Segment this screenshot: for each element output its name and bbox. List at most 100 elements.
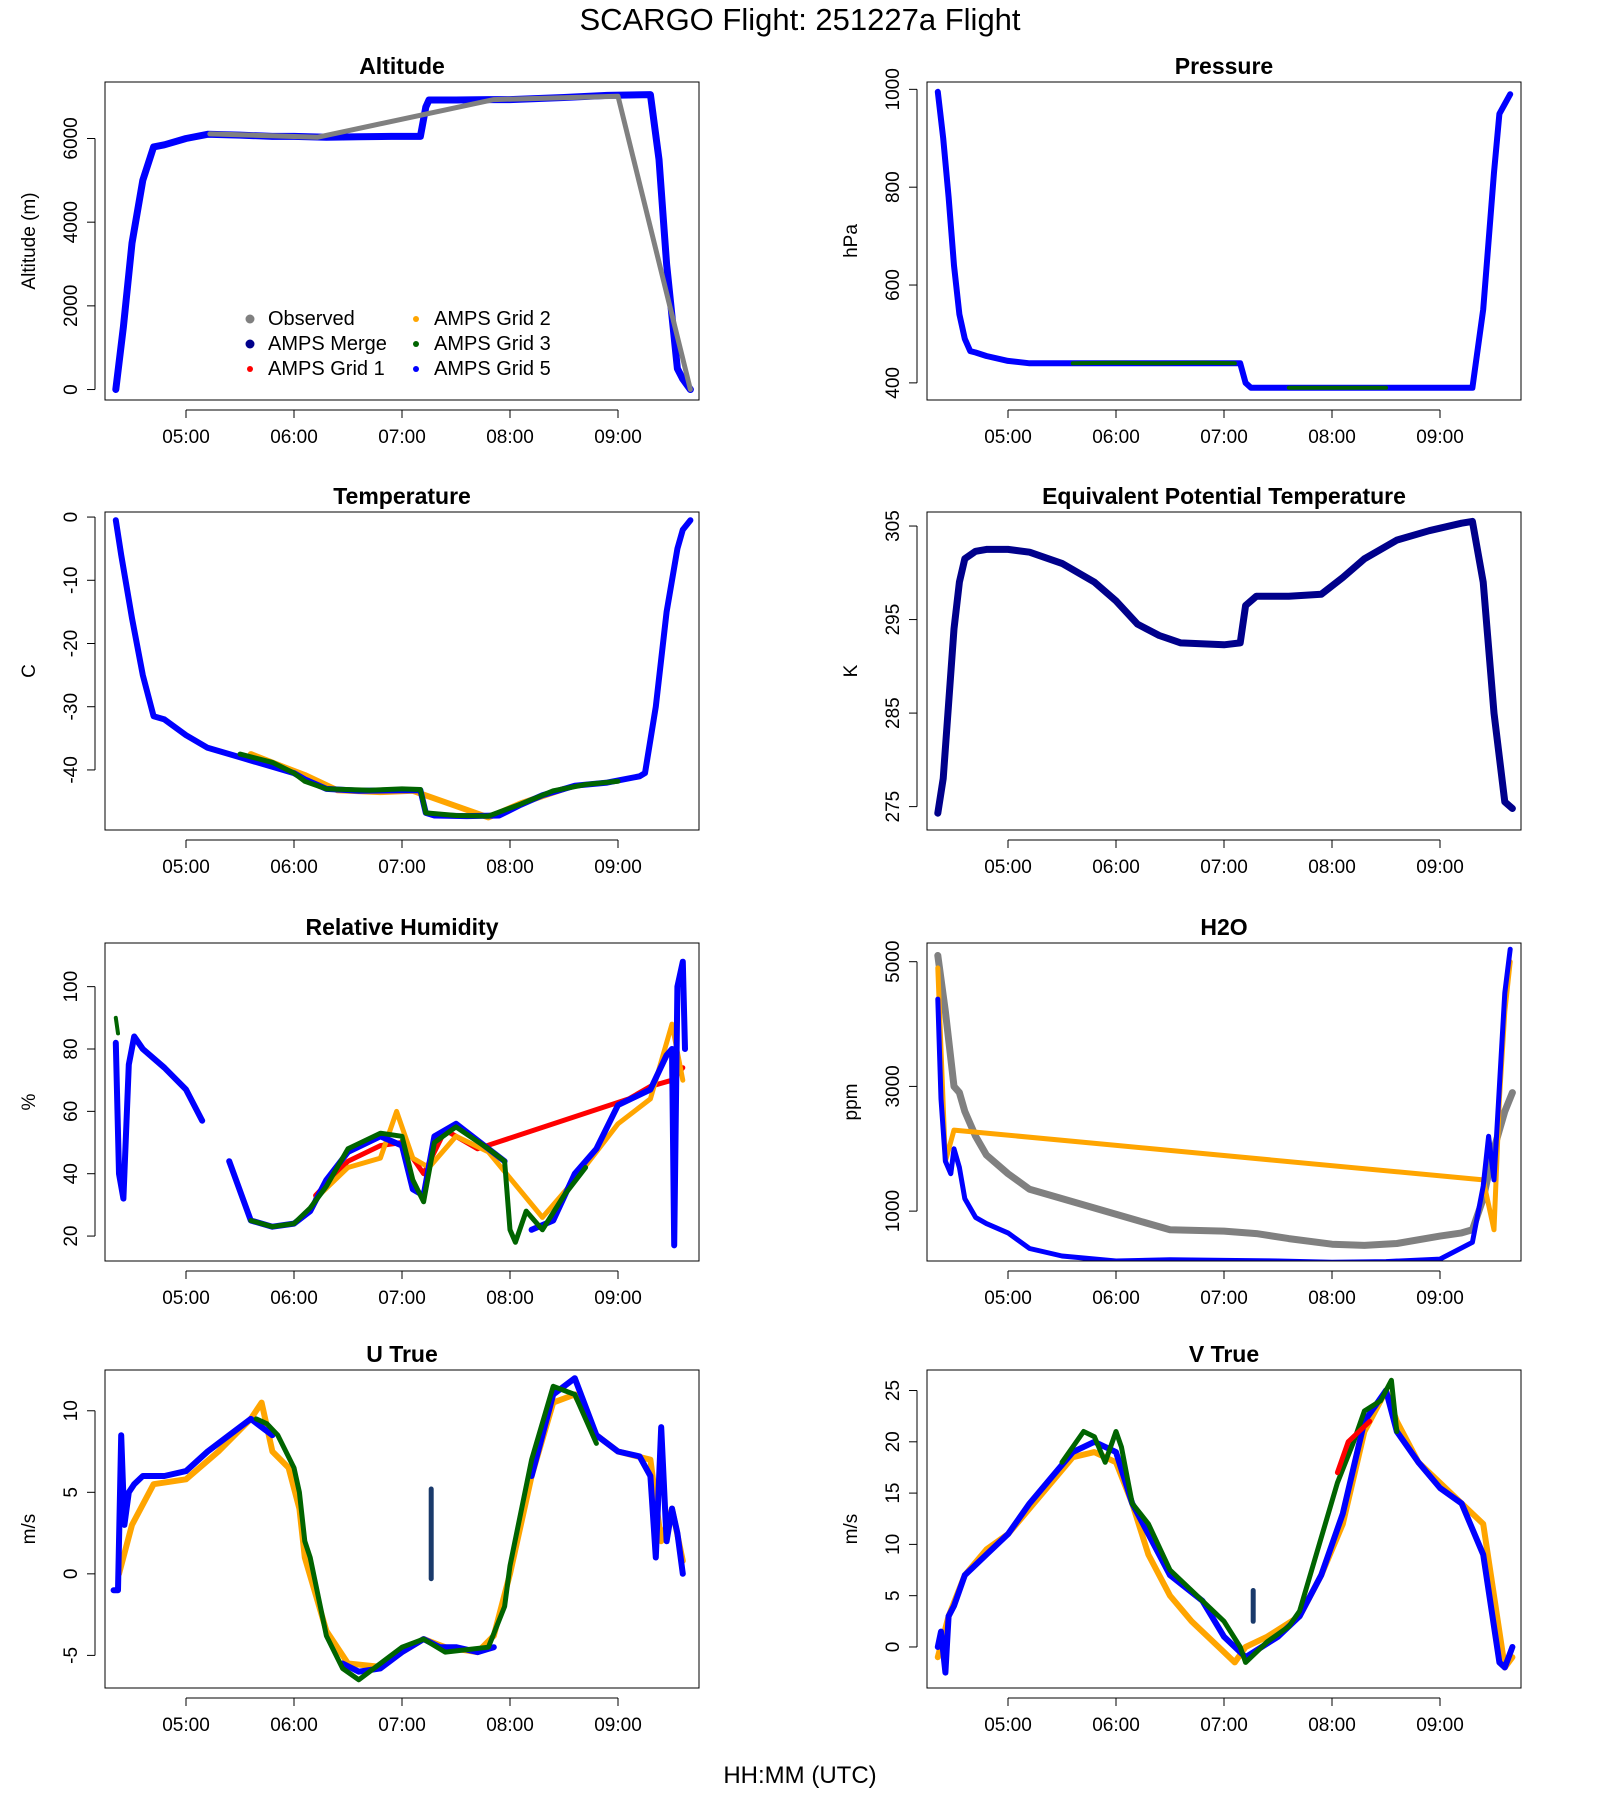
x-tick-label: 07:00 (1200, 1715, 1248, 1736)
legend-marker (245, 339, 255, 349)
figure-title: SCARGO Flight: 251227a Flight (579, 2, 1020, 37)
x-tick-label: 05:00 (984, 857, 1032, 878)
plot-box (926, 942, 1522, 1262)
data-series (934, 1387, 1516, 1676)
y-tick-label: 0 (883, 1642, 904, 1653)
data-series (253, 1383, 599, 1683)
y-tick-label: 10 (883, 1534, 904, 1555)
data-series (248, 1124, 589, 1245)
data-series (934, 517, 1516, 817)
panel-title: Pressure (1175, 53, 1273, 79)
plot-box (926, 511, 1522, 831)
y-tick-label: 600 (883, 269, 904, 301)
x-axis: 05:00 06:00 07:00 08:00 09:00 (162, 409, 642, 448)
data-series (112, 91, 694, 393)
legend-label: AMPS Grid 1 (268, 358, 385, 380)
series-group (112, 958, 688, 1249)
series-group (934, 88, 1514, 391)
x-tick-label: 05:00 (984, 1288, 1032, 1309)
x-tick-label: 05:00 (162, 427, 210, 448)
y-tick-label: 15 (883, 1483, 904, 1504)
y-tick-label: 1000 (883, 1190, 904, 1232)
data-series (935, 959, 1513, 1233)
panel-altitude: Altitude 05:00 06:00 07:00 08:00 09:00 0 2000 40… (19, 53, 700, 448)
x-tick-label: 06:00 (270, 427, 318, 448)
panel-pressure: Pressure 05:00 06:00 07:00 08:00 09:00 400 600 8… (841, 53, 1522, 448)
y-tick-label: 275 (883, 791, 904, 823)
legend-label: AMPS Grid 5 (434, 358, 551, 380)
data-series (237, 751, 621, 819)
panel-h2o: H2O 05:00 06:00 07:00 08:00 09:00 1000 3000 5000… (841, 914, 1522, 1309)
x-tick-label: 05:00 (162, 857, 210, 878)
series-group (934, 946, 1516, 1261)
panel-title: H2O (1200, 914, 1247, 940)
y-tick-label: 6000 (61, 117, 82, 159)
x-axis: 05:00 06:00 07:00 08:00 09:00 (984, 1697, 1464, 1736)
x-tick-label: 08:00 (486, 857, 534, 878)
panel-title: Temperature (333, 483, 471, 509)
data-series (935, 946, 1513, 1261)
y-axis: 275 285 295 305 (883, 510, 918, 823)
y-axis-label: C (19, 664, 40, 678)
panel-theta_e: Equivalent Potential Temperature 05:00 06:… (841, 483, 1522, 878)
y-axis: 20 40 60 80 100 (61, 971, 96, 1247)
x-tick-label: 09:00 (1416, 857, 1464, 878)
x-axis: 05:00 06:00 07:00 08:00 09:00 (162, 839, 642, 878)
data-series (112, 1033, 206, 1202)
x-tick-label: 06:00 (270, 857, 318, 878)
y-tick-label: -20 (61, 630, 82, 657)
y-tick-label: 0 (61, 1569, 82, 1580)
y-tick-label: 60 (61, 1101, 82, 1122)
legend-marker (413, 341, 419, 347)
y-tick-label: 100 (61, 971, 82, 1003)
panel-title: Equivalent Potential Temperature (1042, 483, 1406, 509)
panel-title: Relative Humidity (306, 914, 499, 940)
plot-box (926, 81, 1522, 401)
y-tick-label: -30 (61, 693, 82, 720)
x-axis: 05:00 06:00 07:00 08:00 09:00 (162, 1270, 642, 1309)
legend-marker (247, 366, 253, 372)
panel-title: U True (366, 1341, 438, 1367)
y-axis-label: m/s (841, 1514, 862, 1545)
y-tick-label: 0 (61, 384, 82, 395)
figure-xlabel: HH:MM (UTC) (723, 1762, 876, 1789)
x-tick-label: 08:00 (486, 427, 534, 448)
panel-title: V True (1189, 1341, 1259, 1367)
y-tick-label: 10 (61, 1400, 82, 1421)
y-tick-label: 800 (883, 171, 904, 203)
y-axis: 0 5 10 15 20 25 (883, 1380, 918, 1653)
y-tick-label: 295 (883, 604, 904, 636)
plot-box (104, 1369, 700, 1689)
x-tick-label: 09:00 (594, 857, 642, 878)
data-series (1059, 1377, 1400, 1665)
y-tick-label: 20 (883, 1431, 904, 1452)
panel-title: Altitude (359, 53, 445, 79)
x-tick-label: 06:00 (1092, 427, 1140, 448)
plot-box (104, 81, 700, 401)
x-tick-label: 06:00 (1092, 1715, 1140, 1736)
x-tick-label: 09:00 (594, 1288, 642, 1309)
x-tick-label: 08:00 (1308, 1288, 1356, 1309)
data-series (934, 952, 1516, 1249)
data-series (1334, 1418, 1373, 1476)
x-tick-label: 09:00 (1416, 1288, 1464, 1309)
x-axis: 05:00 06:00 07:00 08:00 09:00 (984, 1270, 1464, 1309)
data-series (113, 1015, 120, 1036)
y-axis-label: Altitude (m) (19, 192, 40, 289)
x-tick-label: 06:00 (1092, 1288, 1140, 1309)
x-tick-label: 07:00 (378, 427, 426, 448)
series-group (934, 1377, 1516, 1676)
data-series (110, 1415, 276, 1594)
series-group (112, 91, 694, 393)
series-group (110, 1375, 686, 1683)
y-axis-label: hPa (841, 224, 862, 258)
series-group (112, 517, 694, 821)
x-tick-label: 09:00 (1416, 427, 1464, 448)
legend-label: AMPS Merge (268, 333, 387, 355)
data-series (313, 1065, 686, 1198)
y-axis: -5 0 5 10 (61, 1400, 96, 1664)
legend-label: Observed (268, 308, 355, 330)
y-tick-label: -5 (61, 1647, 82, 1664)
y-axis-label: ppm (841, 1084, 862, 1121)
